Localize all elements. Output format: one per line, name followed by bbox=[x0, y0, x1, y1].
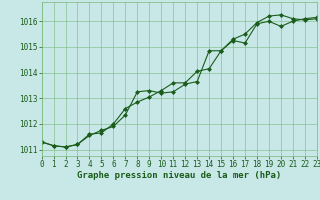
X-axis label: Graphe pression niveau de la mer (hPa): Graphe pression niveau de la mer (hPa) bbox=[77, 171, 281, 180]
